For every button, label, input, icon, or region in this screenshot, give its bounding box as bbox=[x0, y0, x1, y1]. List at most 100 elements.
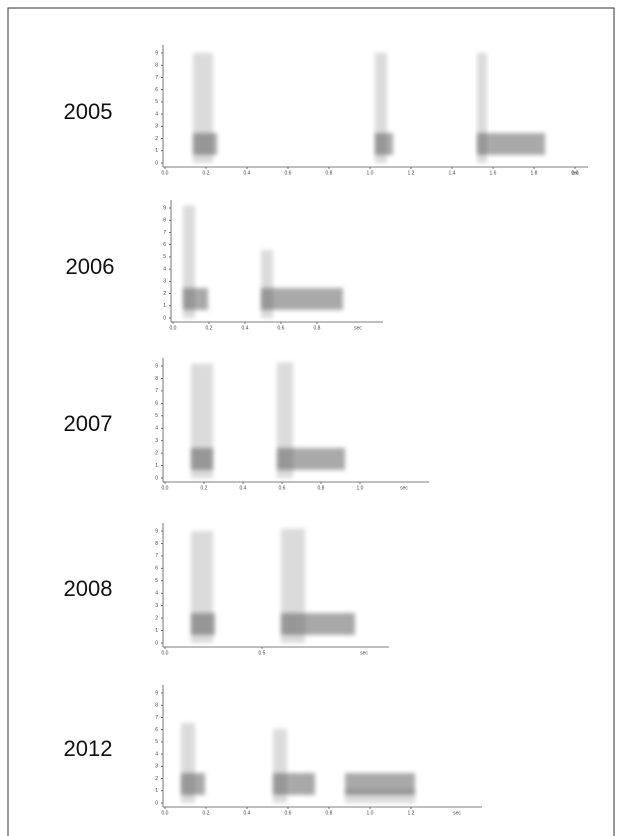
x-tick-label: 0.6 bbox=[285, 810, 292, 816]
spectro-band bbox=[345, 773, 415, 795]
spectro-band bbox=[183, 288, 208, 310]
x-tick-label: 1.2 bbox=[408, 810, 415, 816]
x-tick-label: 2.0 bbox=[572, 170, 579, 176]
y-tick-label: 8 bbox=[155, 376, 158, 382]
y-tick-label: 1 bbox=[155, 628, 158, 634]
y-tick-label: 5 bbox=[163, 254, 166, 260]
spectrogram-panel: 2006 0 1 2 3 4 5 6 7 8 9 0.0 0.2 0.4 0.6 0.8 sec bbox=[66, 200, 383, 331]
x-tick-label: 0.0 bbox=[162, 485, 169, 491]
spectro-band bbox=[277, 448, 345, 470]
spectro-column bbox=[477, 53, 487, 163]
y-tick-label: 9 bbox=[155, 50, 158, 56]
y-tick-label: 5 bbox=[155, 99, 158, 105]
x-tick-label: 0.6 bbox=[285, 170, 292, 176]
year-label: 2008 bbox=[64, 576, 113, 601]
y-tick-label: 6 bbox=[155, 401, 158, 407]
year-label: 2012 bbox=[64, 736, 113, 761]
x-tick-label: 1.6 bbox=[490, 170, 497, 176]
x-tick-label: 0.4 bbox=[240, 485, 247, 491]
x-tick-label: 0.2 bbox=[203, 170, 210, 176]
y-tick-label: 6 bbox=[155, 727, 158, 733]
x-tick-label: 0.5 bbox=[259, 650, 266, 656]
y-tick-label: 7 bbox=[155, 553, 158, 559]
y-tick-label: 2 bbox=[155, 136, 158, 142]
year-label: 2007 bbox=[64, 411, 113, 436]
x-tick-label: 0.4 bbox=[244, 810, 251, 816]
y-tick-label: 7 bbox=[155, 715, 158, 721]
y-tick-label: 1 bbox=[155, 788, 158, 794]
x-tick-label: 0.4 bbox=[244, 170, 251, 176]
y-tick-label: 7 bbox=[155, 75, 158, 81]
y-tick-label: 0 bbox=[155, 160, 158, 166]
x-tick-label: 0.0 bbox=[162, 170, 169, 176]
x-unit-label: sec bbox=[453, 810, 461, 816]
y-tick-label: 8 bbox=[155, 703, 158, 709]
y-tick-label: 4 bbox=[155, 591, 158, 597]
spectro-band bbox=[191, 613, 215, 635]
x-tick-label: 0.8 bbox=[326, 810, 333, 816]
spectro-band bbox=[261, 288, 343, 310]
x-tick-label: 0.8 bbox=[318, 485, 325, 491]
y-tick-label: 1 bbox=[155, 463, 158, 469]
x-tick-label: 0.0 bbox=[162, 650, 169, 656]
x-tick-label: 1.0 bbox=[357, 485, 364, 491]
y-tick-label: 6 bbox=[163, 242, 166, 248]
x-tick-label: 1.0 bbox=[367, 810, 374, 816]
y-tick-label: 8 bbox=[155, 541, 158, 547]
y-tick-label: 5 bbox=[155, 739, 158, 745]
y-tick-label: 2 bbox=[155, 450, 158, 456]
y-tick-label: 7 bbox=[155, 388, 158, 394]
x-tick-label: 0.8 bbox=[326, 170, 333, 176]
x-tick-label: 0.2 bbox=[203, 810, 210, 816]
y-tick-label: 9 bbox=[163, 205, 166, 211]
y-tick-label: 9 bbox=[155, 528, 158, 534]
x-tick-label: 1.8 bbox=[531, 170, 538, 176]
spectro-band bbox=[375, 133, 393, 155]
x-tick-label: 1.4 bbox=[449, 170, 456, 176]
x-unit-label: sec bbox=[571, 170, 579, 176]
y-tick-label: 4 bbox=[155, 751, 158, 757]
y-tick-label: 4 bbox=[163, 266, 166, 272]
spectro-band bbox=[193, 133, 217, 155]
y-tick-label: 2 bbox=[155, 615, 158, 621]
y-tick-label: 3 bbox=[155, 603, 158, 609]
x-tick-label: 0.6 bbox=[278, 325, 285, 331]
year-label: 2006 bbox=[66, 254, 115, 279]
x-tick-label: 0.0 bbox=[162, 810, 169, 816]
x-unit-label: sec bbox=[400, 485, 408, 491]
y-tick-label: 7 bbox=[163, 230, 166, 236]
y-tick-label: 0 bbox=[155, 475, 158, 481]
spectro-band bbox=[273, 773, 315, 795]
x-unit-label: sec bbox=[354, 325, 362, 331]
y-tick-label: 0 bbox=[163, 315, 166, 321]
spectro-band bbox=[281, 613, 355, 635]
x-tick-label: 0.2 bbox=[201, 485, 208, 491]
y-tick-label: 3 bbox=[163, 279, 166, 285]
y-tick-label: 9 bbox=[155, 363, 158, 369]
x-tick-label: 0.4 bbox=[242, 325, 249, 331]
x-tick-label: 0.0 bbox=[170, 325, 177, 331]
x-tick-label: 0.2 bbox=[206, 325, 213, 331]
y-tick-label: 8 bbox=[155, 63, 158, 69]
spectrogram-panel: 2007 0 1 2 3 4 5 6 7 8 9 0.0 0.2 0.4 0.6 0.8 1.0 sec bbox=[64, 358, 429, 491]
y-tick-label: 6 bbox=[155, 87, 158, 93]
y-tick-label: 0 bbox=[155, 800, 158, 806]
y-tick-label: 0 bbox=[155, 640, 158, 646]
y-tick-label: 2 bbox=[163, 291, 166, 297]
y-tick-label: 2 bbox=[155, 776, 158, 782]
y-tick-label: 5 bbox=[155, 413, 158, 419]
spectrogram-panel: 2005 0 1 2 3 4 5 6 7 8 9 0.0 0.2 0.4 0.6 0.8 1.0 1.2 1.4 1.… bbox=[64, 45, 588, 176]
y-tick-label: 6 bbox=[155, 566, 158, 572]
x-tick-label: 1.2 bbox=[408, 170, 415, 176]
frame bbox=[7, 7, 615, 836]
x-tick-label: 0.6 bbox=[279, 485, 286, 491]
spectrogram-panel: 2008 0 1 2 3 4 5 6 7 8 9 0.0 0.5 sec bbox=[64, 523, 389, 656]
y-tick-label: 3 bbox=[155, 124, 158, 130]
x-unit-label: sec bbox=[360, 650, 368, 656]
x-tick-label: 1.0 bbox=[367, 170, 374, 176]
y-tick-label: 3 bbox=[155, 438, 158, 444]
spectro-band bbox=[191, 448, 213, 470]
y-tick-label: 8 bbox=[163, 218, 166, 224]
